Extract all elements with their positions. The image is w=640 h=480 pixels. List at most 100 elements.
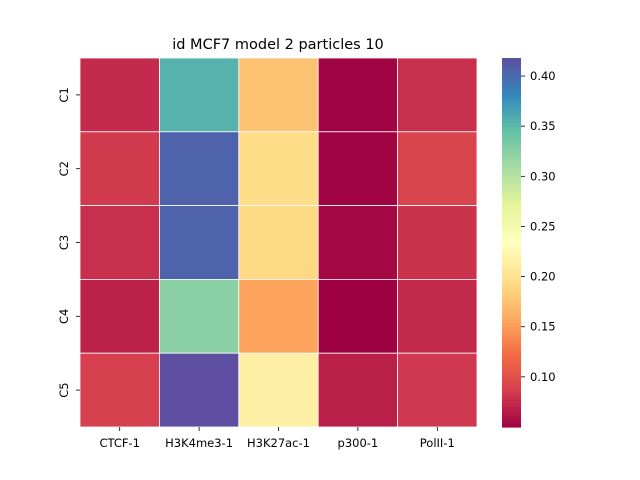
x-tick-label: CTCF-1 <box>99 436 140 450</box>
colorbar-segment <box>502 104 521 108</box>
colorbar-segment <box>502 347 521 351</box>
colorbar-segment <box>502 273 521 277</box>
colorbar-tick-label: 0.35 <box>530 119 556 133</box>
colorbar-segment <box>502 374 521 379</box>
heatmap-cell-C1-PolII-1 <box>397 57 478 133</box>
heatmap-cell-C4-H3K27ac-1 <box>238 278 319 354</box>
colorbar-segment <box>502 220 521 225</box>
colorbar-segment <box>502 328 521 333</box>
heatmap-cell-C2-H3K4me3-1 <box>158 131 240 207</box>
colorbar-segment <box>502 245 521 250</box>
colorbar-segment <box>502 353 521 357</box>
heatmap-cell-C4-CTCF-1 <box>79 278 160 354</box>
colorbar-segment <box>502 282 521 287</box>
colorbar-segment <box>502 377 521 382</box>
colorbar-segment <box>502 153 521 157</box>
colorbar-segment <box>502 365 521 370</box>
x-tick-labels: CTCF-1 H3K4me3-1 H3K27ac-1 p300-1 PolII-1 <box>99 427 455 450</box>
colorbar-segment <box>502 233 521 237</box>
colorbar-segment <box>502 236 521 241</box>
colorbar-segment <box>502 202 521 207</box>
heatmap-cell-C2-PolII-1 <box>397 131 478 207</box>
colorbar-segment <box>502 156 521 161</box>
colorbar-segment <box>502 159 521 164</box>
colorbar-segment <box>502 131 521 136</box>
colorbar-segment <box>502 70 521 74</box>
chart-title: id MCF7 model 2 particles 10 <box>172 37 384 53</box>
colorbar-segment <box>502 359 521 364</box>
heatmap-cell-C3-H3K27ac-1 <box>238 205 319 280</box>
colorbar-segment <box>502 254 521 259</box>
colorbar-segment <box>502 79 521 84</box>
colorbar-segment <box>502 304 521 308</box>
x-tick-label: H3K4me3-1 <box>165 436 233 450</box>
colorbar-segment <box>502 97 521 102</box>
colorbar-segment <box>502 171 521 176</box>
colorbar-segment <box>502 181 521 185</box>
colorbar-segment <box>502 91 521 96</box>
colorbar-segment <box>502 362 521 367</box>
colorbar-segment <box>502 211 521 216</box>
colorbar-segment <box>502 390 521 394</box>
colorbar-segment <box>502 260 521 265</box>
heatmap-cell-C5-p300-1 <box>317 352 399 428</box>
heatmap-cell-C1-CTCF-1 <box>79 57 160 133</box>
colorbar-segment <box>502 411 521 416</box>
heatmap-cell-C1-H3K4me3-1 <box>158 57 240 133</box>
colorbar-segment <box>502 276 521 280</box>
colorbar-segment <box>502 196 521 201</box>
x-tick-label: H3K27ac-1 <box>247 436 310 450</box>
heatmap-cell-C2-p300-1 <box>317 131 399 207</box>
colorbar-segment <box>502 270 521 274</box>
colorbar-segment <box>502 310 521 314</box>
colorbar-segment <box>502 285 521 290</box>
colorbar-segment <box>502 141 521 145</box>
x-tick-label: PolII-1 <box>420 436 455 450</box>
heatmap-cell-C3-H3K4me3-1 <box>158 205 240 280</box>
colorbar-segment <box>502 417 521 422</box>
colorbar-tick-label: 0.25 <box>530 219 556 233</box>
colorbar-segment <box>502 264 521 268</box>
colorbar-segment <box>502 251 521 256</box>
colorbar-segment <box>502 58 521 62</box>
colorbar-segment <box>502 368 521 373</box>
colorbar-segment <box>502 64 521 68</box>
colorbar-segment <box>502 88 521 93</box>
colorbar-segment <box>502 408 521 413</box>
heatmap-cells <box>79 57 478 428</box>
colorbar-segment <box>502 402 521 407</box>
colorbar-segment <box>502 405 521 410</box>
colorbar-segment <box>502 134 521 139</box>
colorbar-segment <box>502 316 521 320</box>
colorbar-segment <box>502 399 521 403</box>
colorbar-segment <box>502 294 521 299</box>
colorbar-segment <box>502 300 521 305</box>
colorbar-tick-label: 0.15 <box>530 320 556 334</box>
colorbar-segment <box>502 199 521 204</box>
colorbar-segment <box>502 214 521 219</box>
colorbar-segment <box>502 137 521 142</box>
colorbar-segment <box>502 396 521 400</box>
colorbar-segment <box>502 291 521 296</box>
colorbar-segment <box>502 423 521 428</box>
colorbar-segment <box>502 356 521 360</box>
colorbar-segment <box>502 61 521 65</box>
heatmap-cell-C2-CTCF-1 <box>79 131 160 207</box>
colorbar-segment <box>502 187 521 191</box>
heatmap-cell-C5-H3K27ac-1 <box>238 352 319 428</box>
colorbar-segment <box>502 242 521 247</box>
colorbar-segment <box>502 297 521 302</box>
colorbar-segment <box>502 162 521 167</box>
colorbar-segment <box>502 257 521 262</box>
colorbar-segment <box>502 76 521 81</box>
colorbar-segment <box>502 334 521 339</box>
colorbar-segment <box>502 193 521 197</box>
colorbar-segment <box>502 94 521 99</box>
colorbar-segment <box>502 110 521 114</box>
y-tick-label: C3 <box>57 235 71 250</box>
colorbar-segment <box>502 267 521 271</box>
colorbar-segment <box>502 380 521 385</box>
colorbar-segment <box>502 147 521 151</box>
colorbar-segment <box>502 331 521 336</box>
colorbar-segment <box>502 288 521 293</box>
